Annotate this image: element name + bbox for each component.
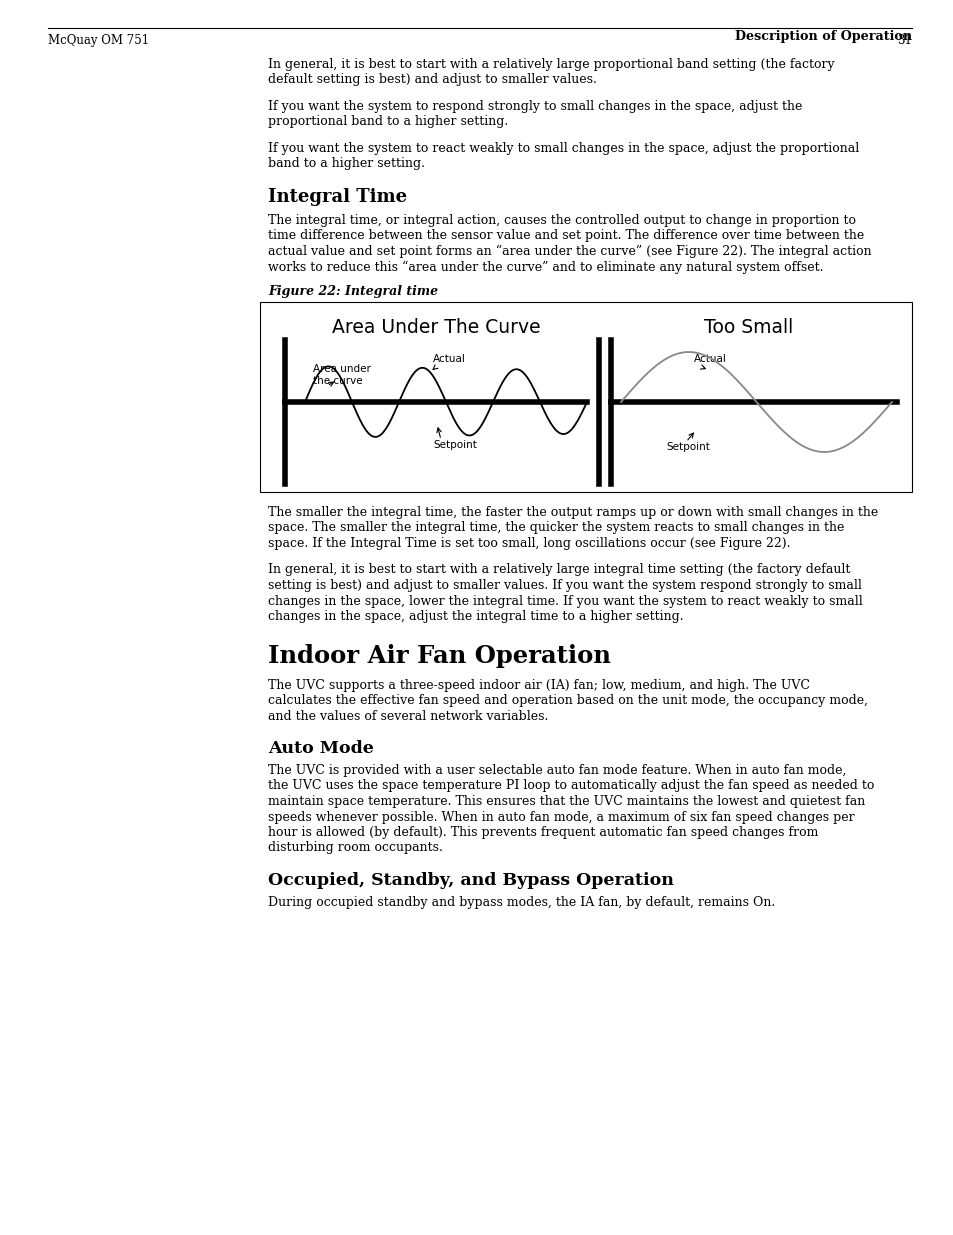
Text: calculates the effective fan speed and operation based on the unit mode, the occ: calculates the effective fan speed and o… — [268, 694, 867, 706]
Text: Indoor Air Fan Operation: Indoor Air Fan Operation — [268, 645, 610, 668]
Text: maintain space temperature. This ensures that the UVC maintains the lowest and q: maintain space temperature. This ensures… — [268, 795, 864, 808]
Text: Actual: Actual — [694, 354, 726, 364]
Text: band to a higher setting.: band to a higher setting. — [268, 158, 424, 170]
Text: proportional band to a higher setting.: proportional band to a higher setting. — [268, 116, 508, 128]
Text: hour is allowed (by default). This prevents frequent automatic fan speed changes: hour is allowed (by default). This preve… — [268, 826, 818, 839]
Text: Description of Operation: Description of Operation — [734, 30, 911, 43]
Text: Too Small: Too Small — [703, 317, 793, 337]
Text: Setpoint: Setpoint — [665, 442, 709, 452]
Text: Setpoint: Setpoint — [433, 440, 476, 450]
Bar — [260, 303, 911, 492]
Text: and the values of several network variables.: and the values of several network variab… — [268, 709, 548, 722]
Text: works to reduce this “area under the curve” and to eliminate any natural system : works to reduce this “area under the cur… — [268, 261, 822, 274]
Text: Area under
the curve: Area under the curve — [313, 364, 371, 385]
Text: Occupied, Standby, and Bypass Operation: Occupied, Standby, and Bypass Operation — [268, 872, 673, 889]
Text: actual value and set point forms an “area under the curve” (see Figure 22). The : actual value and set point forms an “are… — [268, 245, 871, 258]
Text: 31: 31 — [896, 35, 911, 47]
Text: time difference between the sensor value and set point. The difference over time: time difference between the sensor value… — [268, 230, 863, 242]
Text: changes in the space, lower the integral time. If you want the system to react w: changes in the space, lower the integral… — [268, 594, 862, 608]
Text: Area Under The Curve: Area Under The Curve — [332, 317, 539, 337]
Text: speeds whenever possible. When in auto fan mode, a maximum of six fan speed chan: speeds whenever possible. When in auto f… — [268, 810, 854, 824]
Text: changes in the space, adjust the integral time to a higher setting.: changes in the space, adjust the integra… — [268, 610, 683, 622]
Text: setting is best) and adjust to smaller values. If you want the system respond st: setting is best) and adjust to smaller v… — [268, 579, 861, 592]
Text: space. The smaller the integral time, the quicker the system reacts to small cha: space. The smaller the integral time, th… — [268, 521, 843, 535]
Text: If you want the system to respond strongly to small changes in the space, adjust: If you want the system to respond strong… — [268, 100, 801, 112]
Text: Actual: Actual — [433, 354, 465, 364]
Text: the UVC uses the space temperature PI loop to automatically adjust the fan speed: the UVC uses the space temperature PI lo… — [268, 779, 874, 793]
Text: Integral Time: Integral Time — [268, 188, 407, 206]
Text: space. If the Integral Time is set too small, long oscillations occur (see Figur: space. If the Integral Time is set too s… — [268, 537, 790, 550]
Text: The smaller the integral time, the faster the output ramps up or down with small: The smaller the integral time, the faste… — [268, 506, 878, 519]
Text: McQuay OM 751: McQuay OM 751 — [48, 35, 149, 47]
Text: disturbing room occupants.: disturbing room occupants. — [268, 841, 442, 855]
Text: During occupied standby and bypass modes, the IA fan, by default, remains On.: During occupied standby and bypass modes… — [268, 897, 775, 909]
Text: In general, it is best to start with a relatively large integral time setting (t: In general, it is best to start with a r… — [268, 563, 849, 577]
Text: default setting is best) and adjust to smaller values.: default setting is best) and adjust to s… — [268, 74, 597, 86]
Text: The UVC is provided with a user selectable auto fan mode feature. When in auto f: The UVC is provided with a user selectab… — [268, 764, 845, 777]
Text: If you want the system to react weakly to small changes in the space, adjust the: If you want the system to react weakly t… — [268, 142, 859, 156]
Text: The integral time, or integral action, causes the controlled output to change in: The integral time, or integral action, c… — [268, 214, 855, 227]
Text: The UVC supports a three-speed indoor air (IA) fan; low, medium, and high. The U: The UVC supports a three-speed indoor ai… — [268, 678, 809, 692]
Text: In general, it is best to start with a relatively large proportional band settin: In general, it is best to start with a r… — [268, 58, 834, 70]
Text: Figure 22: Integral time: Figure 22: Integral time — [268, 285, 437, 298]
Text: Auto Mode: Auto Mode — [268, 740, 374, 757]
